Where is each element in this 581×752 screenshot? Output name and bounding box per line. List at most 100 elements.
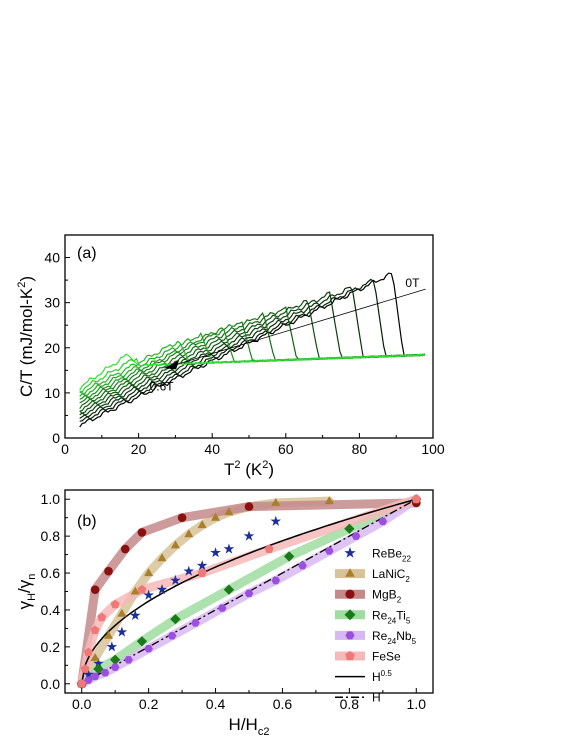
legend-label-1: LaNiC2 (372, 567, 410, 584)
point-series-3 (223, 584, 235, 595)
y-tick-label: 40 (44, 250, 60, 266)
legend-marker-2 (345, 589, 355, 599)
x-tick-label: 0.0 (72, 696, 92, 712)
x-tick-label: 100 (421, 441, 445, 457)
y-tick-label: 30 (44, 295, 60, 311)
point-series-4 (191, 619, 200, 627)
point-series-1 (144, 568, 154, 577)
point-series-0 (243, 530, 255, 541)
point-series-2 (137, 528, 147, 537)
y-tick-label: 0 (52, 430, 60, 446)
legend-name: H (372, 670, 381, 684)
x-tick-label: 0.8 (340, 696, 360, 712)
point-series-5 (264, 544, 274, 553)
point-series-4 (217, 604, 227, 612)
legend-name: Re (372, 629, 388, 643)
point-series-0 (83, 669, 94, 680)
point-series-3 (136, 636, 148, 647)
point-series-1 (197, 520, 207, 529)
y-tick-label: 0.8 (41, 528, 61, 544)
point-series-0 (143, 589, 154, 600)
point-series-4 (298, 561, 307, 570)
x-label-unit: (K (240, 460, 262, 479)
panel-label-b: (b) (77, 513, 97, 530)
x-tick-label: 0 (61, 441, 69, 457)
legend-sub: 24 (387, 616, 396, 625)
point-series-1 (184, 529, 194, 538)
point-series-4 (271, 576, 281, 585)
point-series-1 (211, 512, 221, 521)
curve-0.6T (79, 353, 425, 391)
point-series-1 (104, 630, 113, 639)
panel-b-chart: 0.0 0.2 0.4 0.6 0.8 1.0 0.0 0.2 0.4 0.6 0.8 1.0 (b) R… (15, 489, 434, 738)
x-tick-label: 60 (278, 441, 294, 457)
curve-0T (79, 272, 426, 428)
point-series-0 (270, 515, 282, 526)
y-tick-label: 0.4 (41, 602, 61, 618)
y-tick-label: 0.2 (41, 639, 61, 655)
legend-name: Re (372, 608, 388, 622)
point-series-0 (223, 543, 235, 554)
x-tick-label: 1.0 (407, 696, 427, 712)
legend-sub2: 5 (406, 616, 411, 625)
legend-marker-4 (345, 631, 355, 640)
point-series-2 (90, 585, 100, 594)
legend-marker-5 (345, 650, 355, 661)
y-label-text: C/T (mJ/mol-K (17, 287, 36, 397)
point-series-5 (80, 664, 90, 673)
legend-sub: 2 (397, 596, 402, 605)
x-label-text: H/H (229, 715, 258, 734)
y-label-mid: /γ (15, 579, 34, 593)
point-series-4 (351, 532, 361, 540)
legend-marker-3 (344, 609, 356, 621)
y-label-sup: 2 (16, 282, 28, 288)
curves-group (79, 272, 426, 428)
plot-frame (64, 234, 434, 439)
point-series-4 (325, 547, 334, 555)
legend-label-0: ReBe22 (372, 547, 411, 564)
point-series-4 (100, 669, 110, 677)
point-series-0 (196, 560, 208, 571)
point-series-5 (110, 599, 120, 609)
point-series-2 (120, 544, 130, 554)
line-H0.5 (80, 498, 417, 684)
point-series-4 (84, 676, 93, 684)
legend-label-3: Re24Ti5 (372, 608, 411, 625)
point-series-0 (210, 547, 221, 558)
legend-name: MgB (372, 588, 397, 602)
panel-label-a: (a) (77, 245, 97, 262)
point-series-4 (90, 672, 100, 681)
legend-label-6: H0.5 (372, 669, 392, 684)
point-series-0 (116, 626, 128, 637)
point-series-1 (324, 496, 334, 505)
point-series-3 (93, 663, 104, 675)
legend-sub: 24 (387, 637, 396, 646)
x-label-text: T (224, 460, 234, 479)
legend-name: LaNiC (372, 567, 406, 581)
point-series-5 (90, 625, 100, 635)
point-series-2 (244, 502, 254, 511)
y-tick-label: 20 (44, 340, 60, 356)
field-arrow-line (164, 288, 426, 369)
field-arrow-head (164, 359, 180, 370)
y-tick-label: 1.0 (41, 491, 61, 507)
legend-label-4: Re24Nb5 (372, 629, 417, 646)
legend-sub2: 5 (412, 637, 417, 646)
y-tick-label: 10 (44, 385, 60, 401)
point-series-4 (167, 632, 177, 640)
y-label-close: ) (17, 276, 36, 282)
legend-name: ReBe (372, 547, 402, 561)
legend-marker-0 (344, 547, 356, 558)
point-series-4 (144, 645, 153, 653)
x-label-unit-sup: 2 (262, 459, 268, 471)
curve-0.05T (79, 278, 426, 422)
legend-mid: Nb (396, 629, 412, 643)
y-tick-label: 0.6 (41, 565, 61, 581)
point-series-0 (129, 609, 141, 620)
point-series-4 (124, 656, 133, 664)
y-tick-label: 0.0 (41, 676, 61, 692)
point-series-3 (170, 614, 181, 625)
